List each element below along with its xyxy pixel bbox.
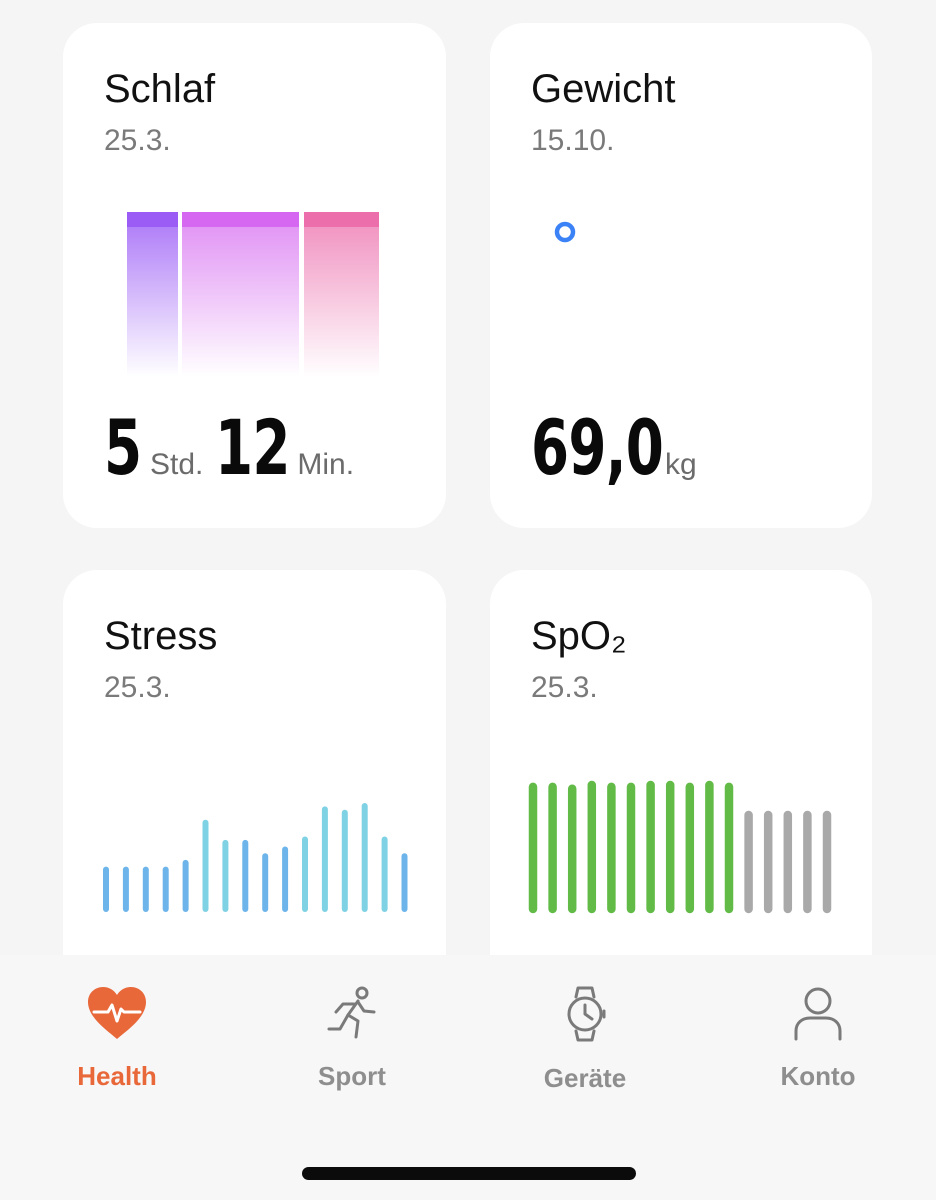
nav-tab-konto[interactable]: Konto [738,985,898,1092]
stress-chart [103,803,408,912]
nav-label-konto: Konto [780,1061,856,1091]
sleep-hours-unit: Std. [150,448,204,481]
stress-card-title: Stress [104,614,218,658]
weight-data-point [554,221,576,243]
weight-unit: kg [665,448,697,481]
weight-card-date: 15.10. [531,124,615,157]
nav-tab-geraete[interactable]: Geräte [505,985,665,1094]
sleep-card[interactable]: Schlaf 25.3. 5 Std. 12 Min. [63,23,446,528]
weight-card-title: Gewicht [531,67,676,111]
watch-icon [567,986,606,1042]
stress-card-date: 25.3. [104,671,171,704]
home-indicator[interactable] [302,1167,636,1180]
heart-pulse-icon [88,987,146,1039]
weight-value-row: 69,0 kg [531,403,697,492]
spo2-card-title: SpO₂ [531,614,627,658]
sleep-stage-light [182,212,299,377]
sleep-minutes-unit: Min. [297,448,355,481]
weight-card[interactable]: Gewicht 15.10. 69,0 kg [490,23,872,528]
running-person-icon [327,986,376,1039]
nav-label-sport: Sport [318,1061,386,1091]
nav-label-geraete: Geräte [543,1063,627,1093]
spo2-card-date: 25.3. [531,671,598,704]
sleep-stage-deep [127,212,178,377]
sleep-hours: 5 [104,403,142,492]
sleep-stage-rem [304,212,379,377]
sleep-card-title: Schlaf [104,67,216,111]
weight-value: 69,0 [531,403,664,492]
bottom-nav: Health Sport Geräte [0,955,936,1200]
sleep-card-date: 25.3. [104,124,171,157]
nav-tab-health[interactable]: Health [37,985,197,1092]
stress-card[interactable]: Stress 25.3. [63,570,446,1010]
person-icon [794,987,842,1041]
sleep-duration: 5 Std. 12 Min. [104,403,354,492]
nav-tab-sport[interactable]: Sport [272,985,432,1092]
weight-chart [554,221,576,243]
spo2-chart [528,780,832,914]
sleep-stages-chart [127,212,379,377]
spo2-card[interactable]: SpO₂ 25.3. [490,570,872,1010]
nav-label-health: Health [77,1061,157,1091]
sleep-minutes: 12 [215,403,291,492]
